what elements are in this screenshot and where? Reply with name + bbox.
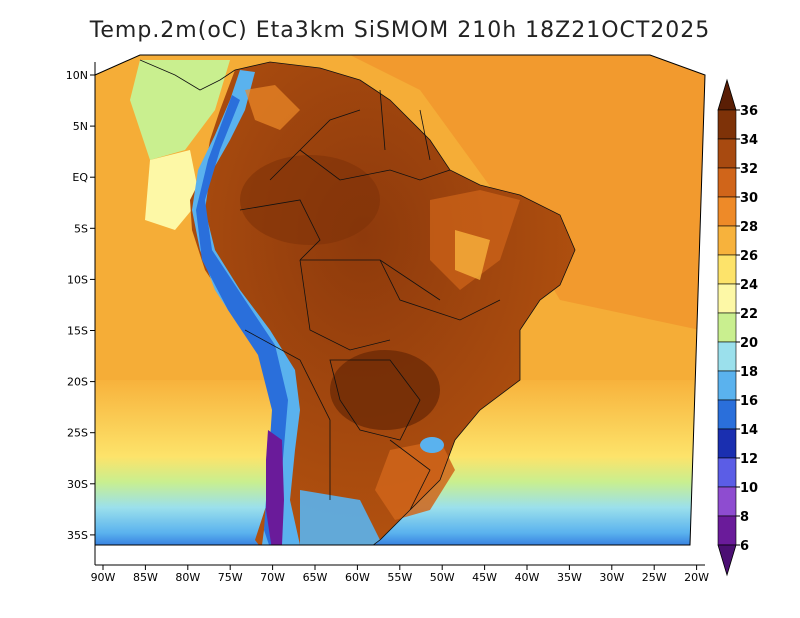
colorbar-segment [717, 138, 737, 169]
lon-tick-label: 20W [684, 571, 709, 584]
lon-tick-label: 75W [218, 571, 243, 584]
andes-coldest-zone [266, 430, 284, 545]
pacific-cool-zone [130, 60, 230, 160]
colorbar-segment [717, 515, 737, 546]
colorbar-segment [717, 341, 737, 372]
colorbar-label: 18 [740, 365, 758, 380]
pacific-mild-zone [145, 150, 200, 230]
colorbar-segment [717, 486, 737, 517]
lat-tick-label: 25S [67, 427, 88, 440]
central-america-coast [139, 59, 236, 91]
colorbar-segment [717, 225, 737, 256]
colorbar-label: 34 [740, 133, 758, 148]
lat-tick-label: EQ [72, 171, 88, 184]
colorbar-label: 8 [740, 510, 749, 525]
colorbar-segment [717, 428, 737, 459]
colorbar-label: 24 [740, 278, 758, 293]
colorbar-label: 6 [740, 539, 749, 554]
colorbar-label: 10 [740, 481, 758, 496]
colorbar-segment [717, 312, 737, 343]
patagonia-cool-zone [300, 490, 380, 545]
lat-tick-label: 5N [73, 120, 88, 133]
lat-tick-label: 35S [67, 529, 88, 542]
colorbar-bottom-arrow [717, 544, 737, 577]
colorbar-segment [717, 167, 737, 198]
lon-tick-label: 55W [387, 571, 412, 584]
hot-core-amazon [240, 155, 380, 245]
lon-tick-label: 35W [557, 571, 582, 584]
hot-core-chaco [330, 350, 440, 430]
colorbar-label: 22 [740, 307, 758, 322]
colorbar-label: 12 [740, 452, 758, 467]
colorbar-label: 16 [740, 394, 758, 409]
lat-tick-label: 30S [67, 478, 88, 491]
colorbar-segment [717, 254, 737, 285]
lat-tick-label: 10N [66, 69, 88, 82]
colorbar-label: 32 [740, 162, 758, 177]
lon-tick-label: 65W [303, 571, 328, 584]
country-borders [234, 61, 576, 545]
colorbar-segment [717, 283, 737, 314]
lon-tick-label: 25W [642, 571, 667, 584]
colorbar-top-arrow [717, 78, 737, 111]
ocean-warm-band [350, 55, 705, 330]
map-title: Temp.2m(oC) Eta3km SiSMOM 210h 18Z21OCT2… [89, 18, 711, 43]
lon-tick-label: 50W [430, 571, 455, 584]
colorbar-label: 20 [740, 336, 758, 351]
lat-tick-label: 10S [67, 273, 88, 286]
colorbar-label: 26 [740, 249, 758, 264]
colorbar-label: 14 [740, 423, 758, 438]
lon-tick-label: 90W [91, 571, 116, 584]
lon-tick-label: 80W [175, 571, 200, 584]
lat-tick-label: 5S [74, 222, 88, 235]
lon-tick-label: 30W [599, 571, 624, 584]
lon-tick-label: 70W [260, 571, 285, 584]
lat-tick-label: 20S [67, 376, 88, 389]
lon-tick-label: 85W [133, 571, 158, 584]
andes-high-ridge [196, 95, 288, 545]
longitude-ticks: 90W 85W 80W 75W 70W 65W 60W 55W 50W 45W 40W 35W 30W 2… [91, 565, 709, 584]
colorbar-segment [717, 196, 737, 227]
colorbar-label: 36 [740, 104, 758, 119]
colorbar-segment [717, 109, 737, 140]
colombia-highlands [245, 85, 300, 130]
colorbar-segment [717, 457, 737, 488]
lon-tick-label: 45W [472, 571, 497, 584]
colorbar: 36 34 32 30 28 26 24 22 20 18 16 14 12 10 8 6 [717, 78, 758, 577]
colorbar-label: 28 [740, 220, 758, 235]
serra-cold-spot [420, 437, 444, 453]
lat-tick-label: 15S [67, 325, 88, 338]
ne-brazil-cooler-patch [455, 230, 490, 280]
lon-tick-label: 40W [515, 571, 540, 584]
colorbar-segment [717, 399, 737, 430]
map-plot-area [95, 55, 705, 545]
lon-tick-label: 60W [345, 571, 370, 584]
latitude-ticks: 10N 5N EQ 5S 10S 15S 20S 25S 30S 35S [66, 69, 95, 542]
colorbar-segment [717, 370, 737, 401]
colorbar-label: 30 [740, 191, 758, 206]
south-brazil-zone [375, 440, 455, 520]
